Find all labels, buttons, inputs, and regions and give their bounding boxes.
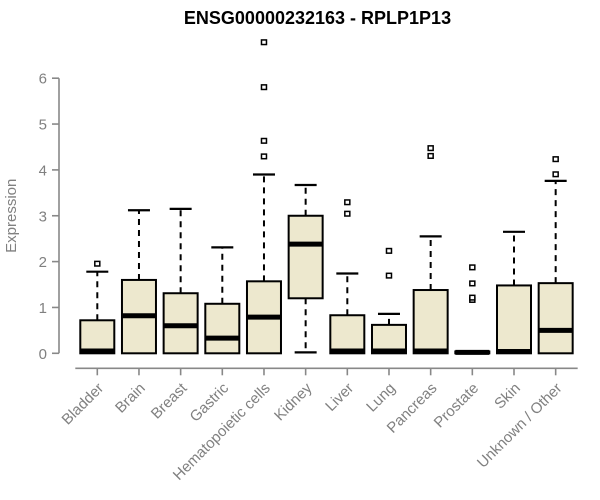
chart-title: ENSG00000232163 - RPLP1P13 (183, 8, 452, 28)
box-pancreas (412, 145, 449, 355)
x-tick-label-liver: Liver (322, 380, 357, 415)
iqr-box (496, 284, 532, 355)
box-lung (370, 247, 407, 355)
outlier-point (260, 137, 268, 144)
box-breast (162, 207, 199, 355)
outlier-point (469, 264, 476, 271)
y-tick-label: 4 (39, 162, 47, 179)
box-prostate (454, 264, 491, 355)
iqr-box (287, 214, 324, 300)
iqr-box (204, 302, 241, 355)
y-tick-label: 6 (39, 71, 47, 88)
iqr-box (329, 314, 366, 355)
box-kidney (287, 183, 324, 354)
y-axis: 0 1 2 3 4 5 6 Expression (3, 71, 60, 363)
x-tick-label-bladder: Bladder (59, 380, 108, 429)
outlier-point (94, 260, 101, 267)
outlier-point (260, 39, 268, 46)
outlier-point (344, 199, 351, 206)
box-bladder (79, 260, 116, 355)
outlier-point (344, 210, 351, 217)
x-tick-label-kidney: Kidney (271, 379, 316, 424)
outlier-point (260, 84, 268, 91)
outlier-point (552, 156, 559, 163)
x-tick-label-lung: Lung (363, 380, 399, 416)
box-unknown-other (537, 156, 574, 355)
iqr-box (162, 292, 199, 355)
x-tick-label-breast: Breast (148, 379, 191, 422)
outlier-point (469, 280, 476, 287)
box-skin (496, 230, 532, 355)
x-tick-label-prostate: Prostate (431, 380, 483, 432)
outlier-point (469, 294, 476, 301)
outlier-point (552, 171, 559, 178)
x-tick-label-brain: Brain (112, 380, 149, 417)
box-hematopoietic-cells (245, 39, 282, 355)
y-tick-label: 2 (39, 254, 47, 271)
y-axis-title: Expression (3, 179, 20, 253)
iqr-box (79, 319, 116, 355)
outlier-point (385, 272, 393, 279)
box-gastric (204, 246, 241, 355)
iqr-box (412, 289, 449, 355)
outlier-point (260, 153, 268, 160)
outlier-point (427, 152, 434, 159)
outlier-point (427, 145, 434, 152)
y-tick-label: 0 (39, 346, 47, 363)
y-tick-label: 5 (39, 117, 47, 134)
iqr-box (537, 282, 574, 355)
y-tick-label: 1 (39, 300, 47, 317)
box-liver (329, 199, 366, 355)
x-tick-label-skin: Skin (491, 380, 524, 413)
outlier-point (385, 247, 393, 254)
box-brain (120, 209, 157, 355)
y-tick-label: 3 (39, 208, 47, 225)
